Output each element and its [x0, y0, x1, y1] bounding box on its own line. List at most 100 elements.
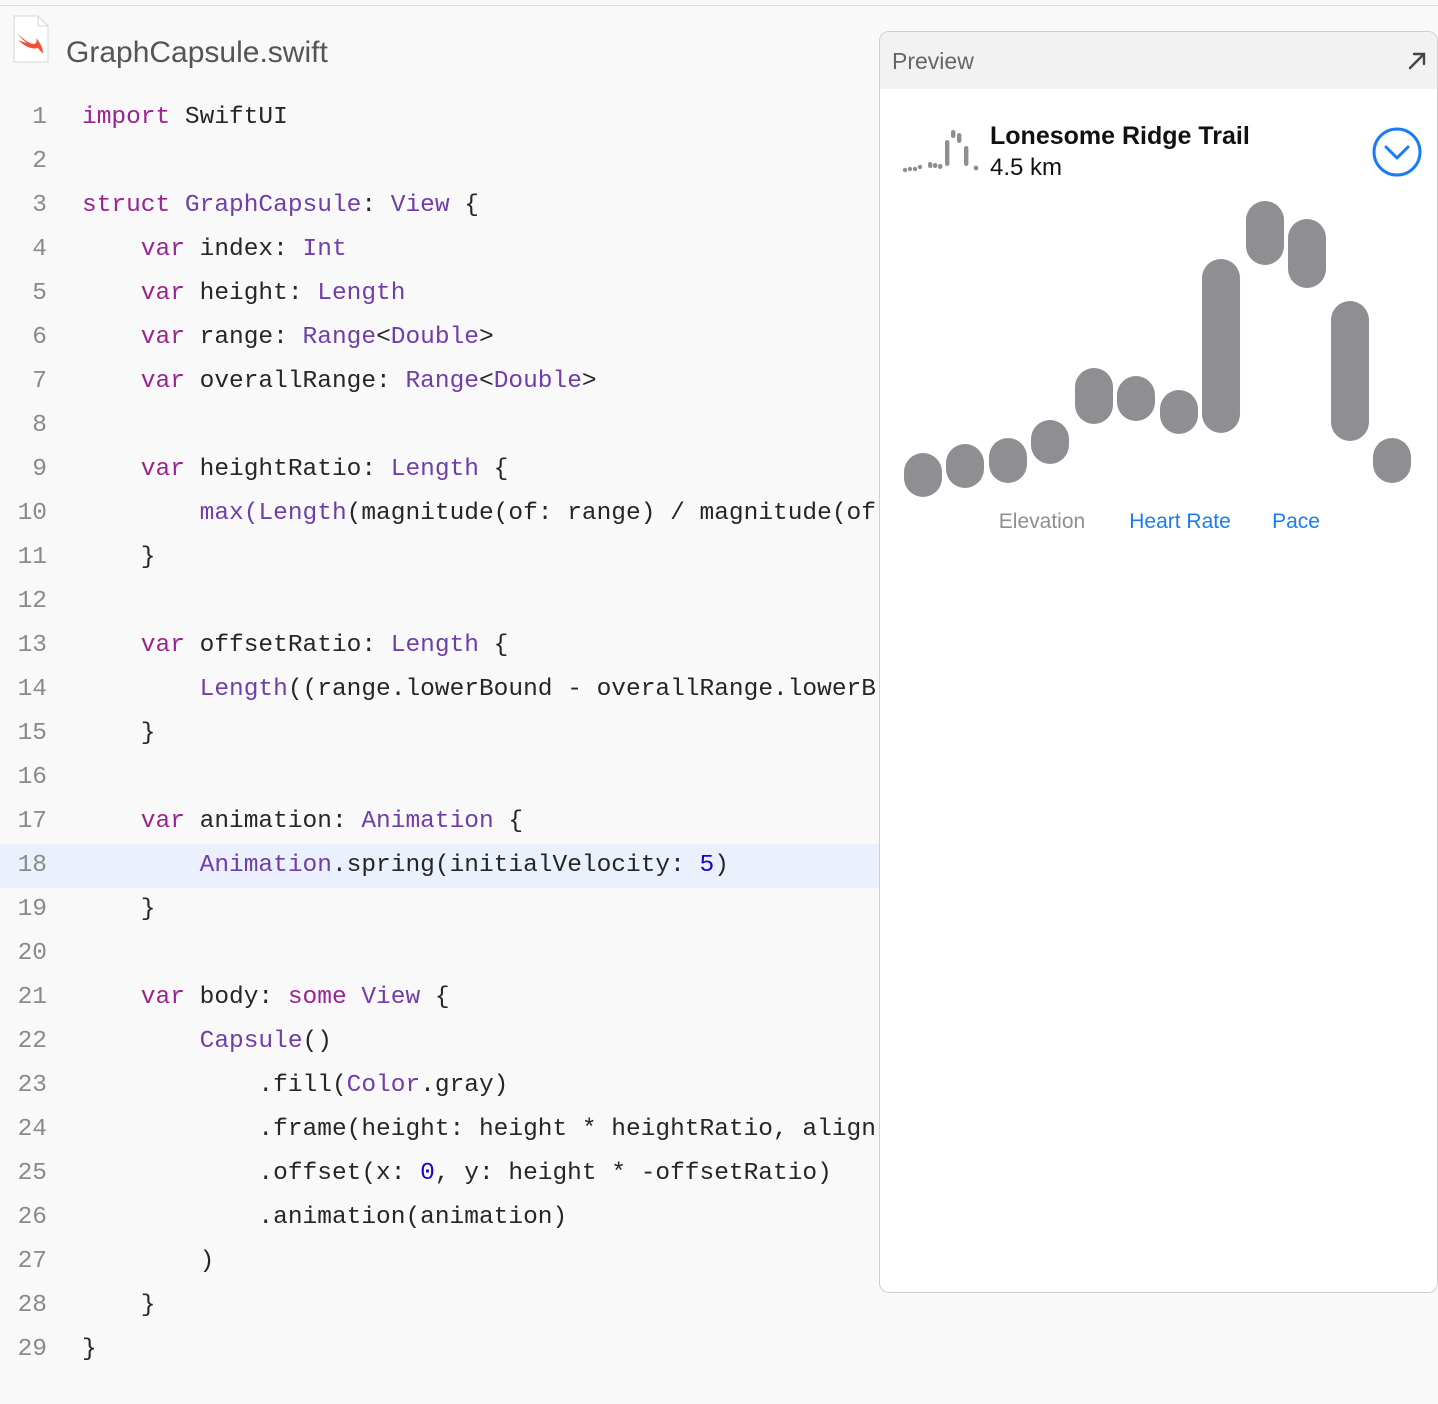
trail-sparkline — [902, 130, 979, 173]
code-token: var — [82, 280, 185, 307]
code-token: Range — [405, 368, 479, 395]
code-token: overallRange: — [184, 368, 406, 395]
swift-file-icon — [13, 15, 49, 63]
line-number: 22 — [17, 1028, 47, 1055]
code-line: 10 max(Length(magnitude(of: range) / mag… — [0, 492, 880, 536]
line-number: 12 — [17, 588, 47, 615]
code-text: } — [82, 896, 156, 923]
code-line: 4 var index: Int — [0, 228, 880, 272]
code-token: heightRatio: — [184, 456, 391, 483]
trail-distance: 4.5 km — [990, 154, 1063, 181]
code-line: 12 — [0, 580, 880, 624]
code-token: Length — [390, 456, 479, 483]
code-token: ) — [714, 852, 729, 879]
code-token: .frame(height: height * heightRatio, ali… — [82, 1116, 876, 1143]
code-text: Capsule() — [82, 1028, 332, 1055]
code-line: 9 var heightRatio: Length { — [0, 448, 880, 492]
top-border — [0, 5, 1438, 6]
tab[interactable]: Heart Rate — [1129, 510, 1231, 533]
code-token: 5 — [699, 852, 715, 879]
code-token: Length — [317, 280, 406, 307]
code-line: 23 .fill(Color.gray) — [0, 1064, 880, 1108]
code-token: animation: — [184, 808, 362, 835]
file-header: GraphCapsule.swift — [0, 14, 870, 70]
code-text: Length((range.lowerBound - overallRange.… — [82, 676, 876, 703]
code-token: Animation — [82, 852, 332, 879]
code-line: 20 — [0, 932, 880, 976]
line-number: 10 — [17, 500, 47, 527]
code-token: max( — [82, 500, 259, 527]
line-number: 4 — [32, 236, 47, 263]
code-line: 28 } — [0, 1284, 880, 1328]
code-line: 22 Capsule() — [0, 1020, 880, 1064]
code-line: 27 ) — [0, 1240, 880, 1284]
line-number: 28 — [17, 1292, 47, 1319]
code-token: View — [390, 192, 450, 219]
code-text: } — [82, 720, 156, 747]
code-token: : — [361, 192, 391, 219]
code-line: 19 } — [0, 888, 880, 932]
line-number: 21 — [17, 984, 47, 1011]
code-token: Color — [346, 1072, 421, 1099]
line-number: 3 — [32, 192, 47, 219]
code-token: Length — [258, 500, 347, 527]
code-token: ) — [82, 1248, 215, 1275]
code-token: .animation(animation) — [82, 1204, 568, 1231]
code-token: , y: height * -offsetRatio) — [434, 1160, 832, 1187]
line-number: 17 — [17, 808, 47, 835]
code-line: 13 var offsetRatio: Length { — [0, 624, 880, 668]
code-token: } — [82, 896, 156, 923]
line-number: 6 — [32, 324, 47, 351]
code-token: var — [82, 456, 185, 483]
preview-panel: Preview Lonesome Ridge Trail 4.5 km — [879, 31, 1438, 1293]
expand-button[interactable] — [1405, 49, 1429, 73]
code-line: 3 struct GraphCapsule: View { — [0, 184, 880, 228]
code-line: 15 } — [0, 712, 880, 756]
code-token: } — [82, 544, 156, 571]
expand-chevron[interactable] — [1371, 126, 1423, 178]
code-line: 16 — [0, 756, 880, 800]
code-token: > — [581, 368, 597, 395]
code-token: some — [287, 984, 347, 1011]
tab[interactable]: Elevation — [998, 510, 1086, 533]
line-number: 8 — [32, 412, 47, 439]
code-text: ) — [82, 1248, 215, 1275]
line-number: 19 — [17, 896, 47, 923]
code-line: 18 Animation.spring(initialVelocity: 5) — [0, 844, 880, 888]
code-token: () — [302, 1028, 332, 1055]
code-token: < — [376, 324, 391, 351]
preview-header: Preview — [880, 32, 1437, 89]
code-token: index: — [184, 236, 303, 263]
code-text: Animation.spring(initialVelocity: 5) — [82, 852, 729, 879]
code-token: { — [478, 632, 509, 659]
code-token: Double — [493, 368, 582, 395]
code-token: var — [82, 632, 185, 659]
code-line: 2 — [0, 140, 880, 184]
tab[interactable]: Pace — [1272, 510, 1320, 533]
code-token: { — [478, 456, 509, 483]
code-token: Animation — [361, 808, 494, 835]
trail-name: Lonesome Ridge Trail — [990, 122, 1250, 150]
line-number: 7 — [32, 368, 47, 395]
code-token: Length — [82, 676, 288, 703]
code-token: height: — [184, 280, 318, 307]
code-token: > — [478, 324, 494, 351]
code-token: .spring(initialVelocity: — [331, 852, 700, 879]
preview-title: Preview — [892, 48, 974, 74]
code-token: } — [82, 1336, 97, 1363]
code-line: 1 import SwiftUI — [0, 96, 880, 140]
code-text: var range: Range<Double> — [82, 324, 494, 351]
code-text: .frame(height: height * heightRatio, ali… — [82, 1116, 876, 1143]
code-text: var offsetRatio: Length { — [82, 632, 509, 659]
line-number: 25 — [17, 1160, 47, 1187]
code-token: .gray) — [420, 1072, 509, 1099]
line-number: 13 — [17, 632, 47, 659]
line-number: 5 — [32, 280, 47, 307]
code-editor: 1 import SwiftUI 2 3 struct GraphCapsule: Vi… — [0, 96, 880, 1396]
code-text: import SwiftUI — [82, 104, 288, 131]
code-text: max(Length(magnitude(of: range) / magnit… — [82, 500, 876, 527]
code-token: offsetRatio: — [184, 632, 391, 659]
code-line: 26 .animation(animation) — [0, 1196, 880, 1240]
code-text: var index: Int — [82, 236, 347, 263]
